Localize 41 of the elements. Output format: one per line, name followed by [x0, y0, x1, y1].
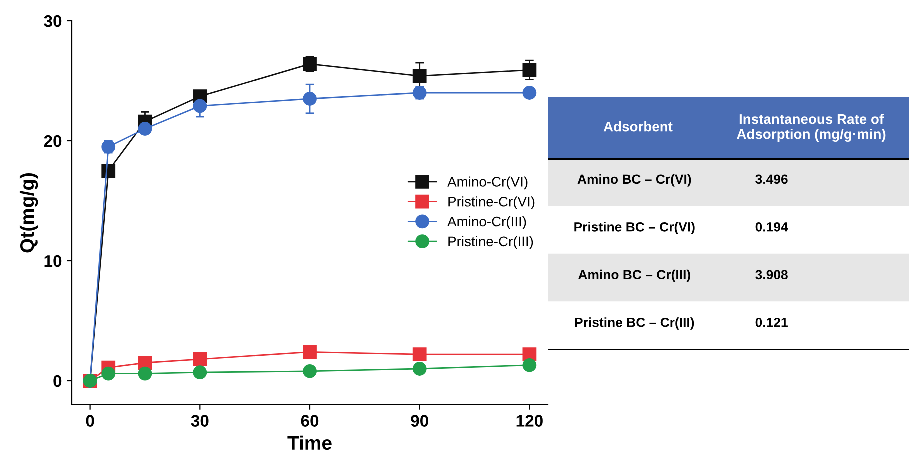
category-label: Amino BC – Cr(III) — [578, 270, 690, 282]
y-tick-label: 10 — [44, 255, 62, 268]
category-label: Amino BC – Cr(VI) — [578, 174, 692, 187]
x-tick-label: 120 — [516, 415, 543, 427]
point — [193, 352, 208, 366]
point — [193, 366, 208, 380]
text: 3.908 — [756, 270, 788, 280]
x-tick-label: 90 — [411, 415, 428, 427]
category-label: Pristine BC – Cr(VI) — [574, 222, 695, 234]
point — [303, 345, 317, 360]
legend-label: Amino-Cr(III) — [448, 216, 526, 230]
text: 0.194 — [756, 222, 788, 232]
y-tick-label: 20 — [44, 135, 62, 148]
point — [522, 86, 537, 100]
point — [303, 364, 317, 378]
point — [412, 362, 427, 376]
category-label: Pristine BC – Cr(III) — [575, 318, 694, 330]
text: Adsorbent — [604, 122, 673, 132]
point — [102, 366, 116, 381]
point — [412, 348, 427, 362]
point — [303, 92, 317, 106]
x-tick-label: 60 — [301, 415, 319, 427]
point — [138, 122, 152, 136]
point — [522, 358, 537, 372]
legend-label: Amino-Cr(VI) — [448, 176, 528, 190]
legend-label: Pristine-Cr(III) — [448, 236, 534, 250]
text: 0.121 — [756, 318, 788, 328]
x-axis-title: Time — [288, 436, 332, 450]
x-tick-label: 0 — [86, 415, 94, 427]
point — [522, 63, 537, 78]
text: Instantaneous Rate of Adsorption (mg/g·min) — [737, 114, 886, 142]
legend-label: Pristine-Cr(VI) — [448, 196, 535, 210]
point — [193, 99, 208, 114]
y-axis-title: Qt(mg/g) — [20, 173, 38, 253]
y-tick-label: 30 — [44, 15, 62, 28]
point — [138, 366, 152, 381]
point — [102, 140, 116, 154]
point — [412, 69, 427, 84]
text: 3.496 — [756, 174, 788, 184]
y-tick-label: 0 — [54, 375, 62, 388]
x-tick-label: 30 — [191, 415, 209, 427]
